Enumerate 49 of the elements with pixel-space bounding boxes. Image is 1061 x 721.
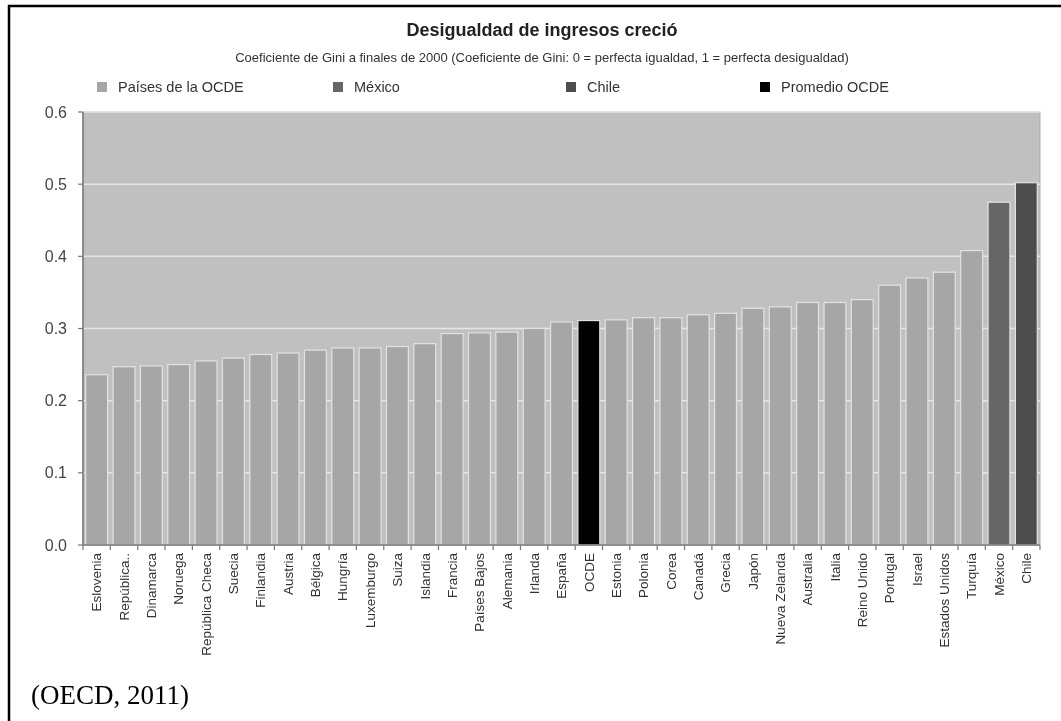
x-tick-label: Australia	[800, 552, 816, 606]
x-tick-label: Noruega	[171, 552, 187, 605]
legend-label: Países de la OCDE	[118, 79, 245, 95]
x-tick-label: OCDE	[581, 553, 597, 593]
x-tick-label: Portugal	[882, 553, 898, 604]
chart-title: Desigualdad de ingresos creció	[406, 20, 678, 40]
x-tick-label: Luxemburgo	[362, 553, 378, 629]
x-tick-label: Corea	[663, 552, 679, 590]
x-tick-label: Polonia	[636, 552, 652, 599]
y-tick-label: 0.6	[44, 103, 68, 121]
x-tick-label: Grecia	[718, 552, 734, 593]
y-tick-label: 0.5	[44, 175, 68, 193]
x-tick-label: Nueva Zelanda	[772, 552, 788, 645]
x-tick-label: República..	[116, 553, 132, 621]
x-tick-label: Francia	[444, 552, 460, 599]
x-tick-label: Dinamarca	[144, 552, 160, 619]
x-tick-label: México	[991, 553, 1007, 596]
x-tick-label: Austria	[280, 552, 296, 596]
y-tick-label: 0.4	[44, 247, 68, 265]
x-tick-label: Irlanda	[526, 552, 542, 595]
x-tick-label: Reino Unido	[855, 553, 870, 628]
y-tick-label: 0.0	[44, 536, 68, 554]
x-tick-label: Países Bajos	[472, 552, 488, 632]
x-tick-label: Bélgica	[308, 552, 324, 598]
legend-label: Chile	[587, 79, 621, 95]
x-tick-label: Japón	[745, 553, 761, 590]
x-tick-label: República Checa	[198, 552, 214, 656]
x-tick-label: Italia	[827, 552, 843, 582]
x-tick-label: Suiza	[390, 552, 406, 587]
x-tick-label: Israel	[909, 553, 925, 587]
legend-label: Promedio OCDE	[781, 79, 890, 95]
x-tick-label: Islandia	[417, 552, 433, 600]
x-tick-label: Chile	[1019, 553, 1035, 584]
text: (OECD, 2011)	[31, 680, 189, 710]
x-tick-label: Turquía	[964, 552, 980, 600]
legend-label: México	[354, 79, 400, 95]
y-tick-label: 0.3	[44, 320, 68, 338]
x-tick-label: Hungría	[335, 552, 351, 602]
y-tick-label: 0.1	[44, 464, 68, 482]
x-tick-label: Eslovenia	[89, 552, 105, 612]
x-tick-label: Finlandia	[253, 552, 269, 608]
chart-subtitle: Coeficiente de Gini a finales de 2000 (Coeficiente de Gini: 0 = perfecta igualdad, 1 = perfecta desigualdad)	[235, 50, 849, 65]
x-tick-label: Canadá	[690, 552, 706, 601]
x-tick-label: Estados Unidos	[937, 552, 953, 648]
x-tick-label: Suecia	[226, 552, 242, 595]
x-tick-label: España	[554, 552, 570, 599]
y-tick-label: 0.2	[44, 392, 68, 410]
x-tick-label: Alemania	[499, 552, 515, 610]
x-tick-label: Estonia	[608, 552, 624, 599]
